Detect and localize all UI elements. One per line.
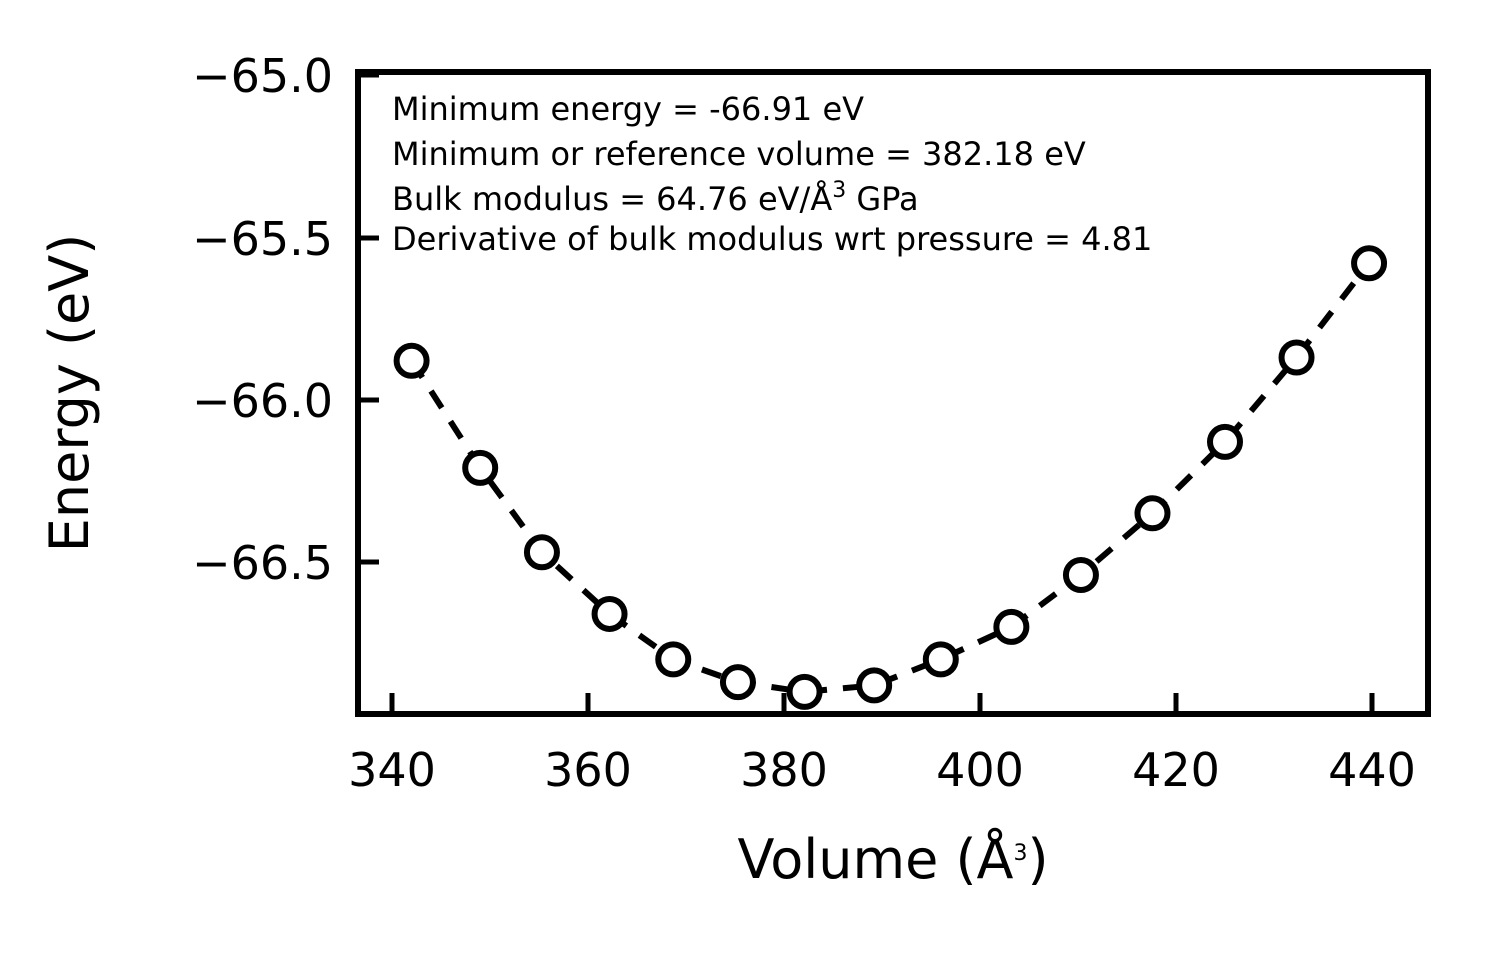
x-tick-label-0: 340 [348, 743, 436, 797]
data-point-marker [591, 595, 628, 632]
data-point-marker [1134, 495, 1171, 532]
x-tick-label-5: 440 [1328, 743, 1416, 797]
data-point-marker [523, 534, 560, 571]
data-point-marker [993, 608, 1030, 645]
data-point-marker [856, 667, 893, 704]
x-axis-title-base: Volume (Å [737, 827, 1013, 891]
y-tick-label-0: −65.0 [192, 49, 333, 103]
annotation-minimum-energy: Minimum energy = -66.91 eV [392, 90, 864, 128]
data-point-marker [786, 673, 823, 710]
data-point-marker [1207, 423, 1243, 460]
y-axis-tick-labels: −65.0 −65.5 −66.0 −66.5 [192, 49, 333, 590]
y-tick-label-1: −65.5 [192, 212, 333, 266]
annotation-bulk-modulus: Bulk modulus = 64.76 eV/Å3 GPa [392, 178, 919, 218]
x-axis-ticks [389, 693, 1375, 714]
annotation-bulk-modulus-superscript: 3 [832, 178, 846, 203]
x-tick-label-3: 400 [936, 743, 1024, 797]
data-point-marker [393, 342, 430, 379]
data-point-marker [1351, 245, 1388, 282]
data-point-marker [719, 664, 756, 701]
x-axis-title: Volume (Å3) [737, 827, 1048, 891]
fit-annotation-block: Minimum energy = -66.91 eV Minimum or re… [392, 90, 1152, 258]
plot-frame [355, 69, 1431, 717]
x-tick-label-4: 420 [1132, 743, 1220, 797]
data-point-marker [1278, 339, 1315, 376]
x-tick-label-1: 360 [544, 743, 632, 797]
data-point-marker [1062, 556, 1099, 593]
y-axis-ticks [358, 72, 379, 565]
data-point-marker [462, 449, 499, 486]
data-point-marker [655, 641, 692, 678]
annotation-bulk-modulus-derivative: Derivative of bulk modulus wrt pressure … [392, 220, 1152, 258]
x-tick-label-2: 380 [740, 743, 828, 797]
series-dashed-line [409, 261, 1372, 695]
x-axis-title-superscript: 3 [1013, 841, 1027, 866]
annotation-minimum-volume: Minimum or reference volume = 382.18 eV [392, 135, 1086, 173]
x-axis-title-tail: ) [1027, 828, 1048, 891]
series-markers [393, 245, 1388, 710]
energy-volume-series [393, 245, 1388, 710]
annotation-bulk-modulus-tail: GPa [846, 180, 918, 218]
data-point-marker [922, 641, 959, 678]
y-tick-label-3: −66.5 [192, 536, 333, 590]
y-axis-title: Energy (eV) [38, 234, 101, 553]
annotation-bulk-modulus-base: Bulk modulus = 64.76 eV/Å [392, 180, 832, 218]
y-tick-label-2: −66.0 [192, 374, 333, 428]
x-axis-tick-labels: 340 360 380 400 420 440 [348, 743, 1416, 797]
